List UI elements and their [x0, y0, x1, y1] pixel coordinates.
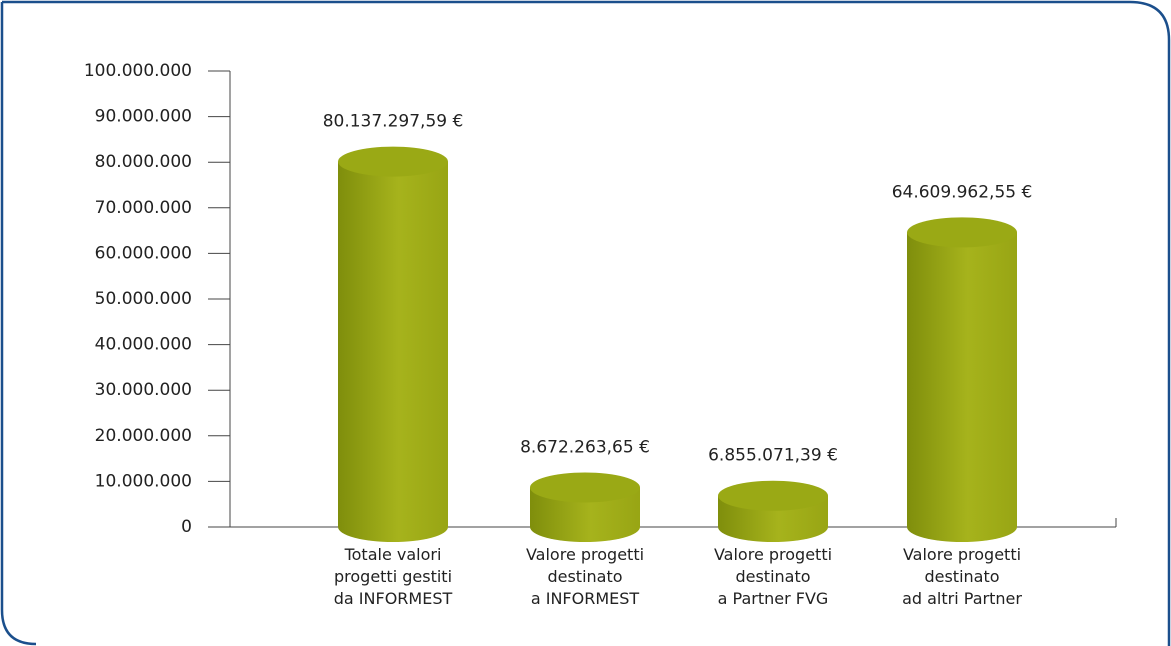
- x-tick-label: Totale valori progetti gestiti da INFORM…: [333, 545, 453, 608]
- bar-top: [530, 472, 640, 503]
- y-tick-label: 80.000.000: [95, 152, 192, 172]
- y-tick-label: 30.000.000: [95, 380, 192, 400]
- bar: [718, 480, 828, 542]
- x-tick-label: Valore progetti destinato ad altri Partn…: [902, 545, 1022, 608]
- bar-body: [530, 487, 640, 542]
- y-tick-label: 70.000.000: [95, 198, 192, 218]
- bar: [907, 217, 1017, 542]
- value-label: 6.855.071,39 €: [708, 446, 838, 466]
- y-tick-label: 40.000.000: [95, 335, 192, 355]
- x-tick-label: Valore progetti destinato a Partner FVG: [713, 545, 833, 608]
- y-tick-label: 20.000.000: [95, 426, 192, 446]
- bar-body: [907, 232, 1017, 542]
- bar-top: [718, 480, 828, 511]
- y-tick-label: 10.000.000: [95, 471, 192, 491]
- y-tick-label: 100.000.000: [84, 61, 192, 81]
- bar-body: [338, 161, 448, 543]
- bar: [338, 146, 448, 543]
- y-tick-label: 0: [181, 517, 192, 537]
- value-label: 80.137.297,59 €: [323, 112, 464, 132]
- bar-top: [907, 217, 1017, 248]
- value-label: 8.672.263,65 €: [520, 437, 650, 457]
- bar-top: [338, 146, 448, 177]
- y-tick-label: 90.000.000: [95, 107, 192, 127]
- y-tick-label: 50.000.000: [95, 289, 192, 309]
- x-tick-label: Valore progetti destinato a INFORMEST: [525, 545, 645, 608]
- value-label: 64.609.962,55 €: [892, 182, 1033, 202]
- y-tick-label: 60.000.000: [95, 243, 192, 263]
- bar: [530, 472, 640, 542]
